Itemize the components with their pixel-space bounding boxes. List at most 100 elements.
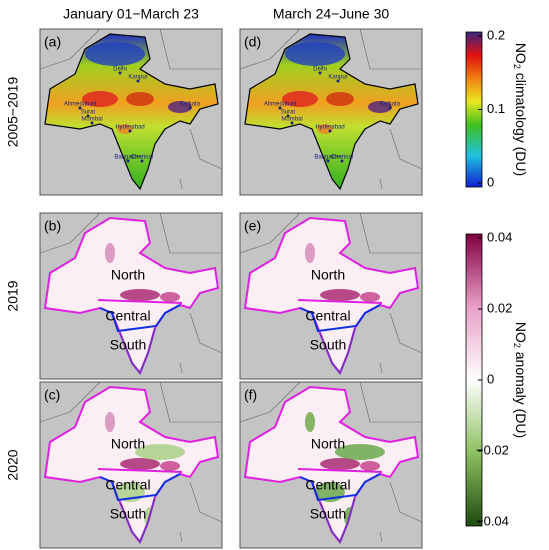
colorbar-title: NO2 climatology (DU)	[512, 43, 530, 176]
panel-label: (c)	[44, 387, 60, 403]
blob	[168, 101, 192, 113]
colorbar-tick-label: 0.04	[487, 229, 512, 244]
title-sub: 2	[512, 64, 522, 69]
region-label: North	[311, 436, 345, 452]
blob	[120, 289, 160, 301]
city-dot	[78, 106, 82, 110]
city-dot	[136, 79, 140, 83]
colorbar-title: NO2 anomaly (DU)	[512, 322, 530, 438]
boundary-north	[297, 468, 383, 473]
blob	[285, 42, 345, 66]
city-dot	[86, 114, 90, 118]
city-dot	[126, 159, 130, 163]
city-dot	[290, 121, 294, 125]
city-label: Kanpur	[328, 75, 347, 81]
boundary-south	[119, 327, 156, 375]
colorbar-tick-label: −0.02	[476, 442, 509, 457]
city-dot	[118, 71, 122, 75]
city-label: Surat	[81, 110, 96, 116]
city-dot	[336, 79, 340, 83]
blob	[320, 458, 360, 470]
colorbar-tick-label: 0.1	[487, 101, 505, 116]
map-panel: North Central South (b)	[39, 212, 223, 380]
city-label: Kanpur	[128, 75, 147, 81]
blob	[160, 461, 180, 471]
boundary-south	[319, 496, 356, 544]
blob	[105, 243, 115, 263]
blob	[120, 458, 160, 470]
region-label: South	[310, 506, 347, 522]
blob	[85, 42, 145, 66]
boundary-central	[99, 304, 181, 333]
colorbar-tick-label: −0.04	[476, 513, 509, 528]
city-label: Chennai	[131, 155, 153, 161]
panel-label: (a)	[44, 34, 61, 50]
city-label: Chennai	[331, 155, 353, 161]
city-label: Mumbai	[281, 117, 302, 123]
coast	[239, 28, 423, 190]
coast	[39, 212, 223, 374]
map-panel: North Central South (f)	[239, 381, 423, 549]
land	[44, 33, 219, 191]
boundary-north	[297, 299, 383, 304]
region-label: Central	[105, 308, 150, 324]
boundary-south	[319, 327, 356, 375]
city-dot	[318, 71, 322, 75]
column-title: January 01−March 23	[63, 6, 199, 22]
city-label: Delhi	[313, 67, 327, 73]
boundary-central	[99, 473, 181, 502]
column-title: March 24−June 30	[273, 6, 390, 22]
region-label: North	[311, 267, 345, 283]
city-label: Kolkata	[380, 102, 401, 108]
colorbar-tick-label: 0	[487, 371, 494, 386]
blob	[305, 243, 315, 263]
city-dot	[388, 106, 392, 110]
city-dot	[340, 159, 344, 163]
city-label: Hyderabad	[315, 125, 344, 131]
title-sub: 2	[512, 343, 522, 348]
blob	[360, 461, 380, 471]
blob	[326, 92, 354, 106]
title-main: NO	[513, 43, 529, 64]
field	[305, 243, 380, 302]
region-label: Central	[305, 308, 350, 324]
panel-label: (d)	[244, 34, 261, 50]
city-label: Bangalore	[114, 155, 142, 161]
city-dot	[188, 106, 192, 110]
blob	[305, 412, 315, 432]
title-main: NO	[513, 322, 529, 343]
region-label: South	[310, 337, 347, 353]
boundary-central	[299, 304, 381, 333]
blob	[135, 444, 185, 460]
coast	[239, 381, 423, 543]
city-label: Ahmedabad	[64, 102, 96, 108]
city-label: Ahmedabad	[264, 102, 296, 108]
city-label: Delhi	[113, 67, 127, 73]
city-dot	[328, 129, 332, 133]
colorbar-tick-label: 0.2	[487, 27, 505, 42]
land	[244, 33, 419, 191]
field	[105, 243, 180, 302]
blob	[82, 91, 118, 107]
blob	[360, 292, 380, 302]
region-label: North	[111, 267, 145, 283]
coast	[39, 28, 223, 190]
blob	[160, 292, 180, 302]
row-label: 2019	[5, 280, 21, 311]
blob	[105, 412, 115, 432]
region-label: Central	[305, 477, 350, 493]
city-dot	[140, 159, 144, 163]
blob	[368, 101, 392, 113]
boundary-north	[97, 299, 183, 304]
region-label: South	[110, 337, 147, 353]
coast	[239, 212, 423, 374]
row-label: 2005−2019	[5, 77, 21, 148]
city-label: Surat	[281, 110, 296, 116]
city-label: Bangalore	[314, 155, 342, 161]
city-dot	[90, 121, 94, 125]
city-dot	[286, 114, 290, 118]
city-dot	[128, 129, 132, 133]
